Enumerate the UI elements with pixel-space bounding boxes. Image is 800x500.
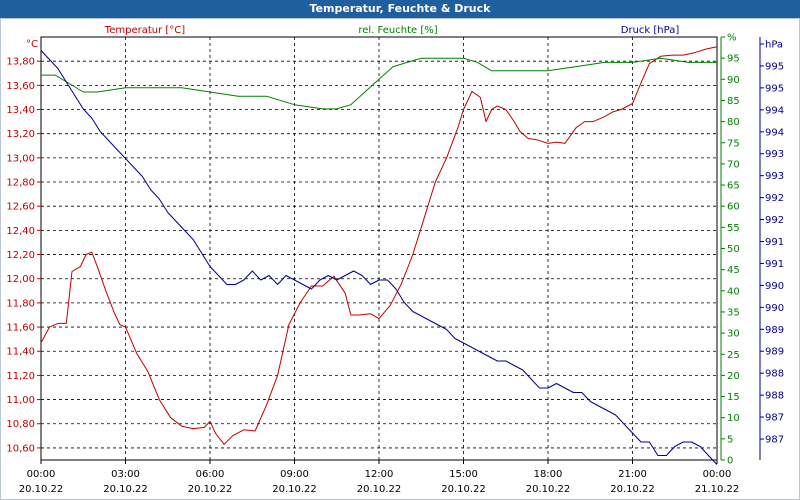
pressure-tick-label: 991 [765, 237, 784, 248]
pressure-tick-label: 994 [765, 127, 784, 138]
pressure-tick-label: 995 [765, 83, 784, 94]
x-tick-date-label: 20.10.22 [610, 484, 655, 495]
pressure-series-line [40, 50, 718, 465]
x-tick-date-label: 20.10.22 [103, 484, 148, 495]
x-tick-date-label: 20.10.22 [357, 484, 402, 495]
humidity-tick-label: 85 [727, 96, 740, 107]
temperature-tick-label: 13,40 [6, 105, 35, 116]
temperature-tick-label: 12,40 [6, 226, 35, 237]
temperature-tick-label: 10,60 [6, 443, 35, 454]
temperature-tick-label: 11,20 [6, 371, 35, 382]
humidity-axis-label: rel. Feuchte [%] [358, 25, 437, 36]
humidity-tick-label: 15 [727, 392, 740, 403]
temperature-tick-label: 12,60 [6, 202, 35, 213]
humidity-tick-label: 35 [727, 307, 740, 318]
pressure-axis-label: Druck [hPa] [621, 25, 680, 36]
temperature-tick-label: 12,80 [6, 178, 35, 189]
humidity-tick-label: 55 [727, 223, 740, 234]
x-tick-date-label: 20.10.22 [441, 484, 486, 495]
pressure-tick-label: 990 [765, 303, 784, 314]
x-tick-time-label: 06:00 [196, 469, 225, 480]
x-tick-date-label: 20.10.22 [272, 484, 317, 495]
x-tick-time-label: 09:00 [280, 469, 309, 480]
humidity-tick-label: 20 [727, 371, 740, 382]
pressure-tick-label: 993 [765, 149, 784, 160]
pressure-tick-label: 989 [765, 325, 784, 336]
pressure-tick-label: 989 [765, 347, 784, 358]
temperature-tick-label: 11,60 [6, 323, 35, 334]
temperature-tick-label: 13,20 [6, 129, 35, 140]
temperature-tick-label: 13,60 [6, 81, 35, 92]
humidity-tick-label: 60 [727, 202, 740, 213]
humidity-tick-label: 5 [727, 434, 733, 445]
x-tick-date-label: 20.10.22 [19, 484, 64, 495]
humidity-tick-label: 25 [727, 350, 740, 361]
humidity-tick-label: 80 [727, 117, 740, 128]
x-tick-date-label: 20.10.22 [188, 484, 233, 495]
pressure-tick-label: 990 [765, 281, 784, 292]
temperature-tick-label: 11,00 [6, 395, 35, 406]
humidity-tick-label: 75 [727, 138, 740, 149]
x-tick-date-label: 20.10.22 [526, 484, 571, 495]
pressure-tick-label: hPa [765, 40, 783, 51]
temperature-tick-label: 10,80 [6, 419, 35, 430]
pressure-tick-label: 992 [765, 193, 784, 204]
pressure-tick-label: 993 [765, 171, 784, 182]
humidity-tick-label: 70 [727, 159, 740, 170]
temperature-series-line [40, 46, 718, 445]
x-tick-time-label: 15:00 [449, 469, 478, 480]
axes-layer: 10,60 10,80 11,00 11,20 11,40 11,60 11,80 12,00… [6, 33, 784, 496]
temperature-tick-label: 11,40 [6, 347, 35, 358]
x-tick-time-label: 00:00 [703, 469, 732, 480]
pressure-tick-label: 994 [765, 105, 784, 116]
x-tick-time-label: 00:00 [27, 469, 56, 480]
x-tick-date-label: 21.10.22 [695, 484, 740, 495]
pressure-tick-label: 991 [765, 259, 784, 270]
humidity-tick-label: 40 [727, 286, 740, 297]
temperature-tick-label: 13,80 [6, 57, 35, 68]
pressure-tick-label: 987 [765, 413, 784, 424]
humidity-tick-label: 90 [727, 75, 740, 86]
x-tick-time-label: 12:00 [365, 469, 394, 480]
temperature-unit-label: °C [26, 39, 38, 50]
humidity-tick-label: 65 [727, 181, 740, 192]
pressure-tick-label: 988 [765, 369, 784, 380]
window-title: Temperatur, Feuchte & Druck [0, 0, 800, 18]
series-layer [40, 46, 718, 465]
temperature-tick-label: 12,00 [6, 274, 35, 285]
humidity-tick-label: % [727, 33, 737, 44]
grid [41, 37, 717, 460]
x-tick-time-label: 03:00 [111, 469, 140, 480]
x-tick-time-label: 21:00 [618, 469, 647, 480]
humidity-tick-label: 30 [727, 329, 740, 340]
pressure-tick-label: 988 [765, 391, 784, 402]
pressure-tick-label: 995 [765, 61, 784, 72]
temperature-tick-label: 11,80 [6, 298, 35, 309]
temperature-tick-label: 13,00 [6, 153, 35, 164]
humidity-tick-label: 45 [727, 265, 740, 276]
pressure-tick-label: 987 [765, 435, 784, 446]
humidity-tick-label: 50 [727, 244, 740, 255]
temperature-axis-label: Temperatur [°C] [104, 25, 185, 36]
humidity-tick-label: 0 [727, 456, 733, 467]
humidity-tick-label: 95 [727, 54, 740, 65]
humidity-series-line [41, 57, 717, 110]
temperature-tick-label: 12,20 [6, 250, 35, 261]
humidity-tick-label: 10 [727, 413, 740, 424]
pressure-tick-label: 992 [765, 215, 784, 226]
x-tick-time-label: 18:00 [534, 469, 563, 480]
